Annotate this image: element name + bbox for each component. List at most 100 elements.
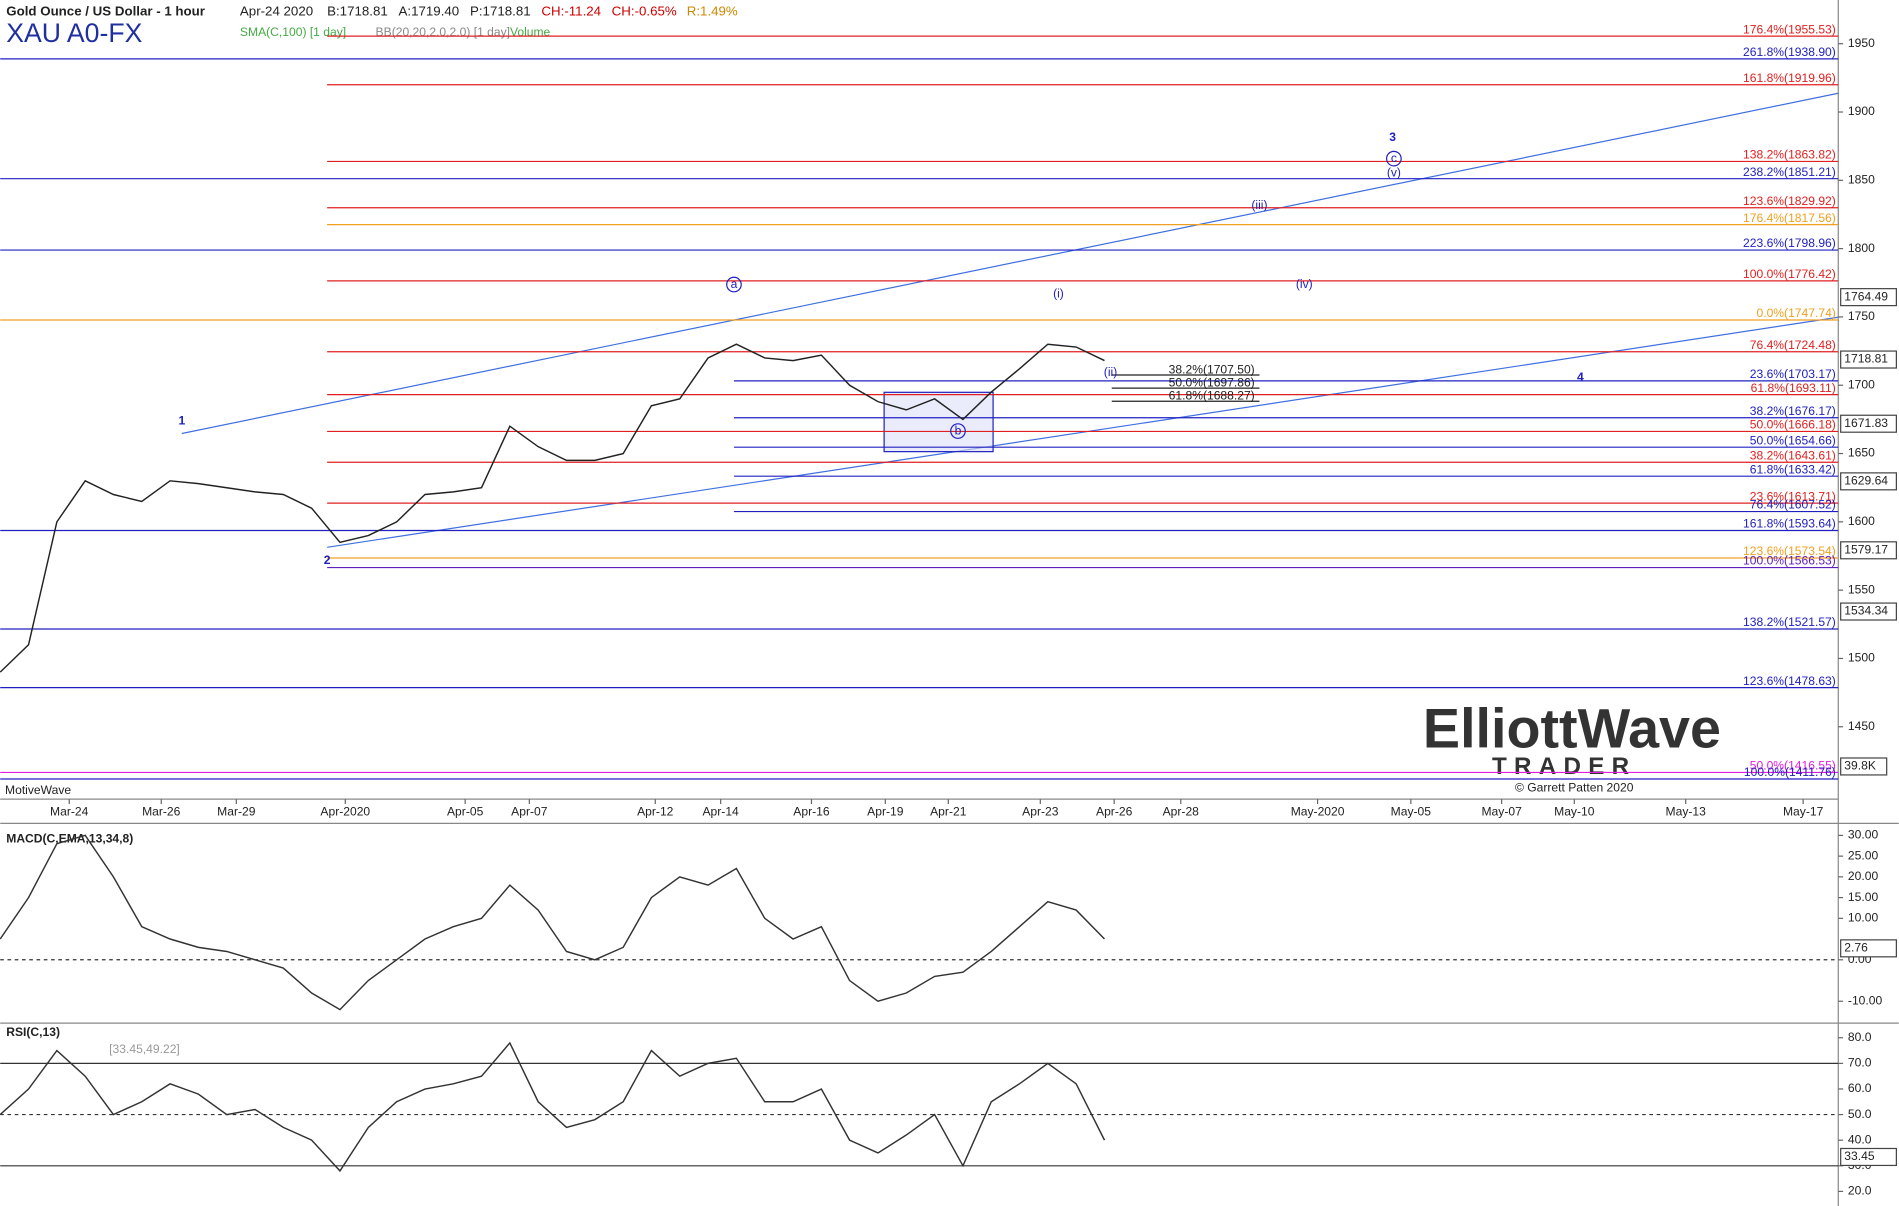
fib-label: 138.2%(1521.57) — [1743, 615, 1836, 629]
rsi-title: RSI(C,13) — [6, 1025, 60, 1039]
wave-label: (ii) — [1104, 365, 1117, 379]
x-tick-label: May-13 — [1666, 805, 1707, 819]
x-tick-label: Apr-07 — [511, 805, 548, 819]
y-tick-label: 1600 — [1848, 514, 1875, 528]
y-tick-label: 1500 — [1848, 651, 1875, 665]
price-badge — [1840, 472, 1897, 491]
x-tick-label: May-17 — [1783, 805, 1824, 819]
wave-label: (v) — [1387, 165, 1401, 179]
fib-label: 100.0%(1776.42) — [1743, 267, 1836, 281]
y-tick-label: 1850 — [1848, 173, 1875, 187]
y-tick-label: 20.0 — [1848, 1184, 1872, 1198]
x-tick-label: Apr-16 — [793, 805, 830, 819]
fib-label: 23.6%(1613.71) — [1750, 489, 1836, 503]
fib-label: 123.6%(1573.54) — [1743, 544, 1836, 558]
fib-label: 38.2%(1676.17) — [1750, 404, 1836, 418]
wave-label: 1 — [178, 414, 185, 428]
price-badge-label: 33.45 — [1844, 1149, 1875, 1163]
fib-label: 238.2%(1851.21) — [1743, 165, 1836, 179]
fib-label: 50.0%(1654.66) — [1750, 433, 1836, 447]
retracement-label: 61.8%(1688.27) — [1169, 389, 1255, 403]
watermark: MotiveWave — [5, 783, 71, 797]
x-tick-label: Apr-12 — [637, 805, 674, 819]
symbol: XAU A0-FX — [6, 18, 142, 48]
wave-label: 4 — [1577, 370, 1584, 384]
y-tick-label: 50.0 — [1848, 1107, 1872, 1121]
price-badge — [1840, 288, 1897, 307]
wave-label: (iv) — [1296, 277, 1313, 291]
x-tick-label: Apr-05 — [447, 805, 484, 819]
price-badge-label: 1671.83 — [1844, 416, 1888, 430]
y-tick-label: 1550 — [1848, 582, 1875, 596]
fib-label: 50.0%(1666.18) — [1750, 418, 1836, 432]
price-badge — [1840, 541, 1897, 560]
header-bid: B:1718.81 — [327, 4, 388, 19]
y-tick-label: 60.0 — [1848, 1081, 1872, 1095]
x-tick-label: May-07 — [1481, 805, 1522, 819]
y-tick-label: 40.0 — [1848, 1132, 1872, 1146]
volume-badge-label: 39.8K — [1844, 759, 1876, 773]
x-tick-label: Apr-14 — [702, 805, 739, 819]
price-badge-label: 1629.64 — [1844, 474, 1888, 488]
fib-label: 138.2%(1863.82) — [1743, 148, 1836, 162]
x-tick-label: Apr-26 — [1096, 805, 1133, 819]
series-line — [0, 1041, 1106, 1173]
wave-label: 3 — [1389, 130, 1396, 144]
fib-label: 38.2%(1643.61) — [1750, 448, 1836, 462]
y-tick-label: 20.00 — [1848, 869, 1879, 883]
wave-label: (i) — [1053, 286, 1064, 300]
series-line — [0, 834, 1106, 1011]
x-tick-label: Mar-29 — [217, 805, 256, 819]
retracement-label: 38.2%(1707.50) — [1169, 362, 1255, 376]
fib-label: 261.8%(1938.90) — [1743, 45, 1836, 59]
price-badge-label: 1579.17 — [1844, 543, 1888, 557]
x-tick-label: Apr-28 — [1163, 805, 1200, 819]
retracement-label: 50.0%(1697.86) — [1169, 376, 1255, 390]
fib-label: 123.6%(1478.63) — [1743, 674, 1836, 688]
x-tick-label: Mar-24 — [50, 805, 89, 819]
y-tick-label: 30.00 — [1848, 828, 1879, 842]
header-date: Apr-24 2020 — [240, 4, 313, 19]
logo-name: ElliottWave — [1423, 697, 1721, 759]
price-badge-label: 1764.49 — [1844, 289, 1888, 303]
trend-line — [327, 316, 1839, 548]
fib-label: 23.6%(1703.17) — [1750, 367, 1836, 381]
wave-circle — [1386, 150, 1402, 167]
logo-copyright: © Garrett Patten 2020 — [1515, 780, 1634, 794]
y-tick-label: 1700 — [1848, 377, 1875, 391]
x-tick-label: Apr-2020 — [320, 805, 370, 819]
study-label: Volume — [510, 25, 551, 39]
price-badge-label: 1718.81 — [1844, 352, 1888, 366]
y-tick-label: 1900 — [1848, 104, 1875, 118]
volume-badge — [1840, 757, 1888, 776]
fib-label: 223.6%(1798.96) — [1743, 236, 1836, 250]
y-tick-label: 1450 — [1848, 719, 1875, 733]
y-tick-label: 70.0 — [1848, 1056, 1872, 1070]
y-tick-label: 1950 — [1848, 36, 1875, 50]
wave-label: c — [1391, 151, 1397, 165]
y-tick-label: 80.0 — [1848, 1030, 1872, 1044]
fib-label: 100.0%(1411.76) — [1744, 765, 1836, 779]
series-line — [0, 343, 1105, 673]
logo-sub: TRADER — [1492, 753, 1636, 780]
price-badge-label: 2.76 — [1844, 941, 1868, 955]
price-badge — [1840, 350, 1897, 369]
fib-label: 176.4%(1817.56) — [1743, 211, 1836, 225]
trend-line — [181, 92, 1839, 435]
fib-label: 76.4%(1607.52) — [1750, 498, 1836, 512]
stoch-values: [33.45,49.22] — [109, 1042, 180, 1056]
study-label: BB(20,20,2.0,2.0) [1 day] — [376, 25, 510, 39]
wave-circle — [726, 276, 742, 293]
x-tick-label: Apr-19 — [867, 805, 904, 819]
y-tick-label: 15.00 — [1848, 890, 1879, 904]
price-badge — [1840, 939, 1897, 958]
wave-label: (iii) — [1251, 198, 1267, 212]
fib-label: 161.8%(1593.64) — [1743, 517, 1836, 531]
wave-circle — [950, 423, 966, 439]
x-tick-label: May-05 — [1391, 805, 1432, 819]
y-tick-label: 10.00 — [1848, 911, 1879, 925]
y-tick-label: 1800 — [1848, 241, 1875, 255]
x-tick-label: Apr-23 — [1022, 805, 1059, 819]
